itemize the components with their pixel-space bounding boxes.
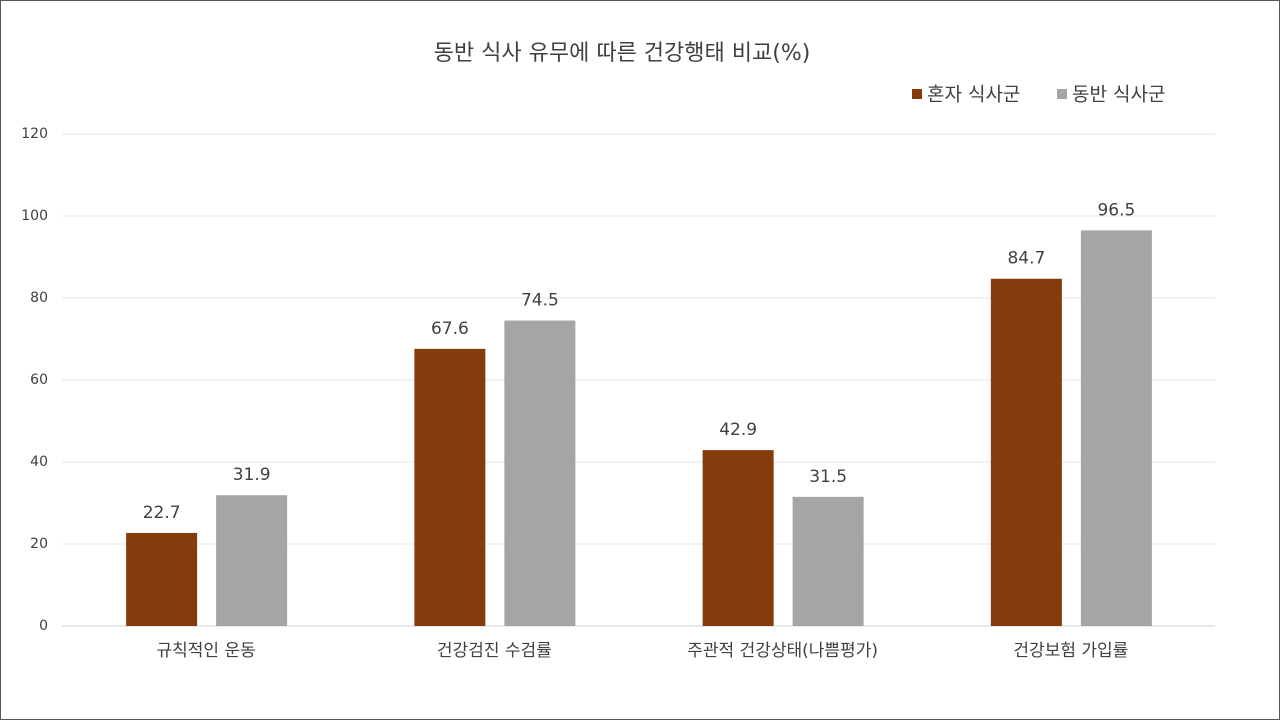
y-tick-label: 100	[21, 208, 48, 224]
data-label: 84.7	[1007, 249, 1045, 269]
y-tick-label: 20	[30, 536, 48, 552]
bar	[702, 450, 774, 626]
bar	[504, 320, 576, 626]
x-tick-label: 규칙적인 운동	[157, 641, 256, 661]
legend-swatch	[1057, 89, 1067, 99]
y-tick-label: 40	[30, 454, 48, 470]
data-label: 42.9	[719, 420, 757, 440]
y-tick-label: 80	[30, 290, 48, 306]
y-tick-label: 60	[30, 372, 48, 388]
x-tick-label: 건강검진 수검률	[437, 641, 552, 661]
data-label: 31.5	[809, 467, 847, 487]
bar	[414, 348, 486, 626]
legend-label: 혼자 식사군	[927, 84, 1020, 106]
data-label: 74.5	[521, 291, 559, 311]
bar	[216, 495, 288, 626]
x-tick-label: 주관적 건강상태(나쁨평가)	[687, 641, 878, 661]
data-label: 67.6	[431, 319, 469, 339]
y-tick-label: 0	[39, 618, 48, 634]
legend-label: 동반 식사군	[1072, 84, 1165, 106]
bar	[792, 496, 864, 626]
chart-title: 동반 식사 유무에 따른 건강행태 비교(%)	[434, 41, 811, 66]
data-label: 96.5	[1097, 200, 1135, 220]
y-tick-label: 120	[21, 126, 48, 142]
bar	[126, 532, 198, 626]
x-tick-label: 건강보험 가입률	[1013, 641, 1128, 661]
legend-swatch	[912, 89, 922, 99]
bar	[990, 278, 1062, 626]
data-label: 31.9	[233, 465, 271, 485]
bar	[1080, 230, 1152, 626]
data-label: 22.7	[143, 503, 181, 523]
